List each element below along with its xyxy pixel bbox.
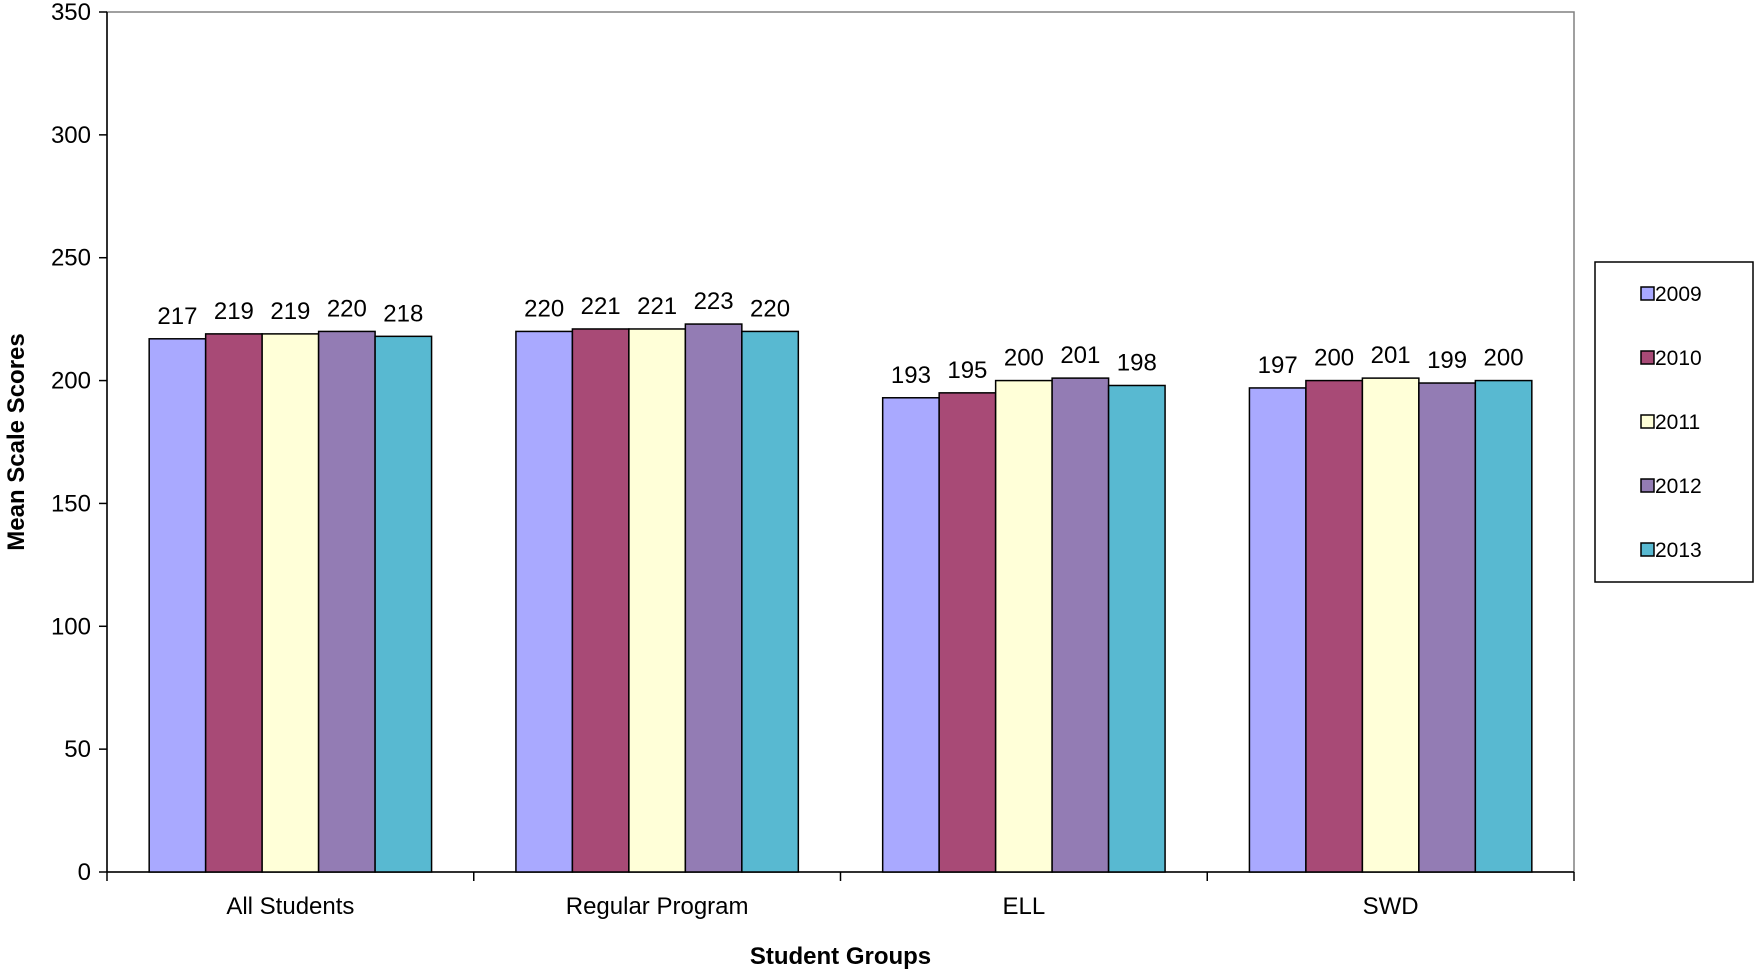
- bar: [148, 338, 207, 873]
- legend-label: 2013: [1655, 539, 1702, 562]
- data-label: 219: [270, 298, 310, 325]
- data-label: 193: [891, 362, 931, 389]
- y-tick-label: 300: [51, 122, 91, 149]
- bar: [204, 333, 263, 873]
- y-axis-title: Mean Scale Scores: [3, 333, 30, 550]
- legend-box: [1594, 261, 1754, 583]
- data-labels: 217 219 219 220 218 220 221 221 223 220 193 195 200 2…: [157, 288, 1523, 389]
- y-tick-label: 350: [51, 0, 91, 26]
- legend-item: 2011: [1640, 411, 1700, 434]
- legend-swatch: [1640, 542, 1655, 557]
- bar: [628, 328, 687, 873]
- y-tick-label: 250: [51, 245, 91, 272]
- data-label: 223: [694, 288, 734, 315]
- y-tick-label: 50: [64, 736, 91, 763]
- bar: [684, 323, 743, 873]
- bar-series: [148, 323, 1533, 873]
- legend-label: 2011: [1655, 411, 1700, 434]
- bar: [374, 335, 433, 873]
- legend-swatch: [1640, 414, 1655, 429]
- bar: [1305, 379, 1364, 873]
- legend-item: 2013: [1640, 539, 1702, 562]
- legend-label: 2012: [1655, 475, 1702, 498]
- bar: [261, 333, 320, 873]
- x-axis: All Students Regular Program ELL SWD: [106, 871, 1575, 920]
- data-label: 218: [383, 300, 423, 327]
- y-tick-label: 0: [78, 859, 91, 886]
- legend-swatch: [1640, 350, 1655, 365]
- data-label: 219: [214, 298, 254, 325]
- x-tick-label: All Students: [226, 893, 354, 920]
- data-label: 199: [1427, 347, 1467, 374]
- bar: [317, 330, 376, 873]
- legend-item: 2010: [1640, 347, 1702, 370]
- bar: [741, 330, 800, 873]
- data-label: 195: [947, 357, 987, 384]
- legend-swatch: [1640, 478, 1655, 493]
- data-label: 220: [524, 295, 564, 322]
- x-axis-title: Student Groups: [750, 943, 931, 970]
- bar: [938, 392, 997, 873]
- legend-swatch: [1640, 286, 1655, 301]
- data-label: 221: [581, 293, 621, 320]
- legend-item: 2009: [1640, 283, 1702, 306]
- data-label: 197: [1258, 352, 1298, 379]
- data-label: 198: [1117, 349, 1157, 376]
- y-tick-label: 150: [51, 490, 91, 517]
- legend: 2009 2010 2011 2012 2013: [1594, 261, 1754, 583]
- bar: [881, 397, 940, 873]
- legend-item: 2012: [1640, 475, 1702, 498]
- bar: [994, 379, 1053, 873]
- data-label: 201: [1371, 342, 1411, 369]
- bar: [1051, 377, 1110, 873]
- legend-label: 2010: [1655, 347, 1702, 370]
- x-tick-label: Regular Program: [566, 893, 749, 920]
- data-label: 221: [637, 293, 677, 320]
- y-tick-label: 100: [51, 613, 91, 640]
- bar: [1361, 377, 1420, 873]
- bar: [1474, 379, 1533, 873]
- bar: [571, 328, 630, 873]
- bar: [515, 330, 574, 873]
- bar: [1248, 387, 1307, 873]
- y-tick-label: 200: [51, 368, 91, 395]
- x-tick-label: ELL: [1003, 893, 1046, 920]
- y-axis: 0 50 100 150 200 250 300 350: [51, 0, 108, 886]
- data-label: 200: [1314, 345, 1354, 372]
- data-label: 200: [1484, 345, 1524, 372]
- bar: [1418, 382, 1477, 873]
- legend-label: 2009: [1655, 283, 1702, 306]
- data-label: 201: [1060, 342, 1100, 369]
- data-label: 220: [327, 295, 367, 322]
- data-label: 217: [157, 303, 197, 330]
- data-label: 220: [750, 295, 790, 322]
- bar: [1107, 384, 1166, 873]
- data-label: 200: [1004, 345, 1044, 372]
- x-tick-label: SWD: [1363, 893, 1419, 920]
